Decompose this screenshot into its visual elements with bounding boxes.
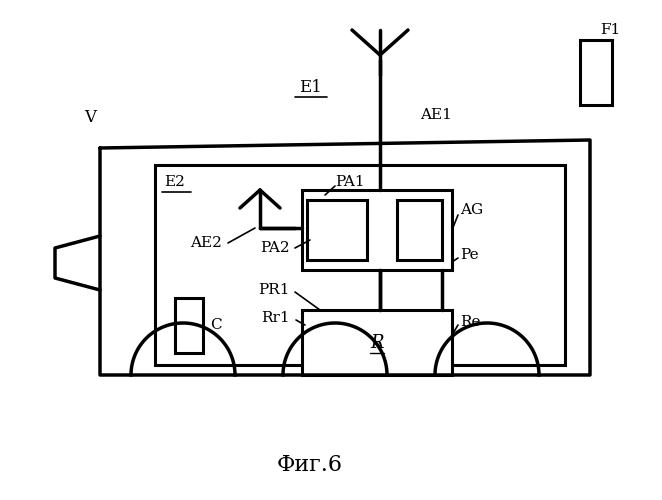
- Text: C: C: [210, 318, 222, 332]
- Bar: [302, 190, 452, 270]
- Text: PR1: PR1: [258, 283, 290, 297]
- Text: PA1: PA1: [335, 175, 365, 189]
- Bar: [155, 165, 565, 365]
- Text: Pe: Pe: [460, 248, 479, 262]
- Text: AG: AG: [460, 203, 483, 217]
- Text: AE2: AE2: [190, 236, 222, 250]
- Bar: [580, 40, 612, 105]
- Text: F1: F1: [600, 23, 620, 37]
- Text: Rr1: Rr1: [261, 311, 290, 325]
- Text: Re: Re: [460, 315, 481, 329]
- Text: V: V: [84, 110, 96, 126]
- Text: R: R: [370, 334, 384, 351]
- Bar: [302, 310, 452, 375]
- Bar: [397, 200, 442, 260]
- Text: E2: E2: [165, 175, 185, 189]
- Text: Фиг.6: Фиг.6: [277, 454, 343, 476]
- Text: AE1: AE1: [420, 108, 452, 122]
- Text: PA2: PA2: [260, 241, 290, 255]
- Text: E1: E1: [299, 80, 322, 96]
- Bar: [175, 298, 203, 353]
- Bar: [307, 200, 367, 260]
